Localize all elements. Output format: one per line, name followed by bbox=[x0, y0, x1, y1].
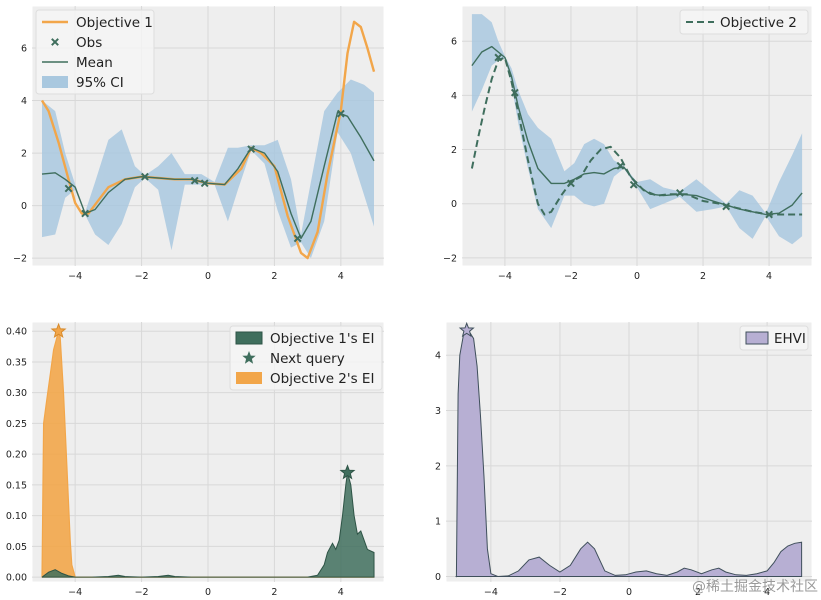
y-tick-label: 0.30 bbox=[6, 388, 27, 399]
obs-point bbox=[494, 53, 503, 62]
y-tick-label: 2 bbox=[21, 149, 27, 160]
x-tick-label: −4 bbox=[498, 271, 512, 282]
obs-point bbox=[247, 145, 256, 154]
y-tick-label: −2 bbox=[443, 253, 457, 264]
next-query-legend-marker bbox=[242, 351, 256, 364]
y-tick-label: 0.40 bbox=[6, 327, 27, 338]
y-tick-label: 0 bbox=[21, 201, 27, 212]
next-query-star bbox=[339, 464, 356, 480]
objective-1-panel: −4 −2 0 2 4 −2 0 2 4 6 Objective 1 Obs Mean 95% CI bbox=[13, 5, 385, 282]
expected-improvement-panel: −4 −2 0 2 4 0.00 0.05 0.10 0.15 0.20 0.25 0.30 0.35 0… bbox=[6, 321, 385, 598]
obs-point bbox=[81, 209, 90, 218]
x-tick-label: −2 bbox=[135, 271, 149, 282]
obs-point bbox=[510, 88, 519, 97]
y-tick-label: 4 bbox=[435, 351, 441, 362]
obs-point bbox=[140, 172, 149, 181]
x-tick-label: −4 bbox=[68, 271, 82, 282]
legend-box bbox=[35, 9, 155, 95]
y-tick-label: 0.00 bbox=[6, 573, 27, 584]
x-tick-label: 4 bbox=[764, 587, 770, 598]
objective-2-panel: −4 −2 0 2 4 −2 0 2 4 6 Objective 2 bbox=[443, 5, 813, 282]
legend-label: Objective 2 bbox=[720, 15, 797, 31]
legend: Objective 1's EI Next query Objective 2's … bbox=[229, 325, 383, 391]
x-tick-label: −4 bbox=[484, 587, 498, 598]
ci-band bbox=[471, 14, 803, 245]
legend-label: EHVI bbox=[774, 331, 806, 347]
x-tick-label: 2 bbox=[695, 587, 701, 598]
x-tick-label: −2 bbox=[564, 271, 578, 282]
obs-point bbox=[200, 179, 209, 188]
y-tick-label: 0.05 bbox=[6, 542, 27, 553]
y-tick-label: 1 bbox=[435, 517, 441, 528]
obs-point bbox=[722, 202, 731, 211]
mean-line bbox=[471, 45, 803, 216]
x-tick-label: 4 bbox=[338, 587, 344, 598]
y-tick-label: 6 bbox=[451, 37, 457, 48]
y-tick-label: 0 bbox=[451, 199, 457, 210]
x-tick-label: −2 bbox=[553, 587, 567, 598]
y-tick-label: 0 bbox=[435, 572, 441, 583]
y-tick-label: 4 bbox=[451, 91, 457, 102]
legend-label: Mean bbox=[76, 55, 113, 71]
x-tick-label: 0 bbox=[626, 587, 632, 598]
next-query-star bbox=[50, 322, 67, 339]
y-tick-label: 2 bbox=[435, 461, 441, 472]
x-tick-label: −4 bbox=[68, 587, 82, 598]
y-tick-label: 0.15 bbox=[6, 480, 27, 491]
objective-1-ei-area bbox=[41, 472, 375, 578]
x-tick-label: 2 bbox=[271, 271, 277, 282]
legend: Objective 2 bbox=[679, 9, 809, 35]
legend-box bbox=[229, 325, 383, 391]
x-tick-label: 0 bbox=[205, 587, 211, 598]
watermark: @稀土掘金技术社区 bbox=[692, 579, 818, 595]
x-tick-label: −2 bbox=[135, 587, 149, 598]
95-ci-legend-marker bbox=[42, 76, 68, 88]
legend-label: 95% CI bbox=[76, 75, 124, 91]
x-tick-label: 4 bbox=[338, 271, 344, 282]
obs-legend-marker bbox=[51, 38, 59, 46]
x-tick-label: 2 bbox=[700, 271, 706, 282]
obs-point bbox=[336, 109, 345, 118]
objective-1-s-ei-legend-marker bbox=[235, 331, 263, 345]
x-tick-label: 0 bbox=[634, 271, 640, 282]
ehvi-panel: −4 −2 0 2 4 0 1 2 3 4 EHVI bbox=[435, 321, 813, 598]
y-tick-label: 0.25 bbox=[6, 419, 27, 430]
legend-label: Next query bbox=[270, 351, 345, 367]
obs-point bbox=[64, 184, 73, 193]
y-tick-label: 0.10 bbox=[6, 511, 27, 522]
obs-point bbox=[765, 210, 773, 219]
legend-label: Obs bbox=[76, 35, 102, 51]
legend-box bbox=[679, 9, 809, 35]
next-query-star bbox=[458, 321, 475, 338]
legend: Objective 1 Obs Mean 95% CI bbox=[35, 9, 155, 95]
y-tick-label: 0.35 bbox=[6, 357, 27, 368]
ehvi-area bbox=[454, 329, 803, 578]
y-tick-label: 0.20 bbox=[6, 450, 27, 461]
legend-label: Objective 2's EI bbox=[270, 371, 374, 387]
legend-label: Objective 1 bbox=[76, 15, 153, 31]
objective-2-line bbox=[470, 56, 803, 216]
obs-point bbox=[676, 188, 684, 197]
obs-point bbox=[616, 161, 625, 170]
legend-label: Objective 1's EI bbox=[270, 331, 374, 347]
legend: EHVI bbox=[739, 325, 809, 351]
y-tick-label: 2 bbox=[451, 145, 457, 156]
ehvi-legend-marker bbox=[745, 331, 769, 345]
x-tick-label: 2 bbox=[271, 587, 277, 598]
objective-2-s-ei-legend-marker bbox=[236, 372, 262, 384]
obs-point bbox=[567, 179, 575, 188]
y-tick-label: −2 bbox=[13, 254, 27, 265]
obs-point bbox=[293, 234, 302, 243]
x-tick-label: 0 bbox=[205, 271, 211, 282]
y-tick-label: 6 bbox=[21, 44, 27, 55]
y-tick-label: 3 bbox=[435, 406, 441, 417]
x-tick-label: 4 bbox=[766, 271, 772, 282]
obs-point bbox=[629, 180, 638, 189]
y-tick-label: 4 bbox=[21, 96, 27, 107]
obs-point bbox=[190, 176, 199, 185]
